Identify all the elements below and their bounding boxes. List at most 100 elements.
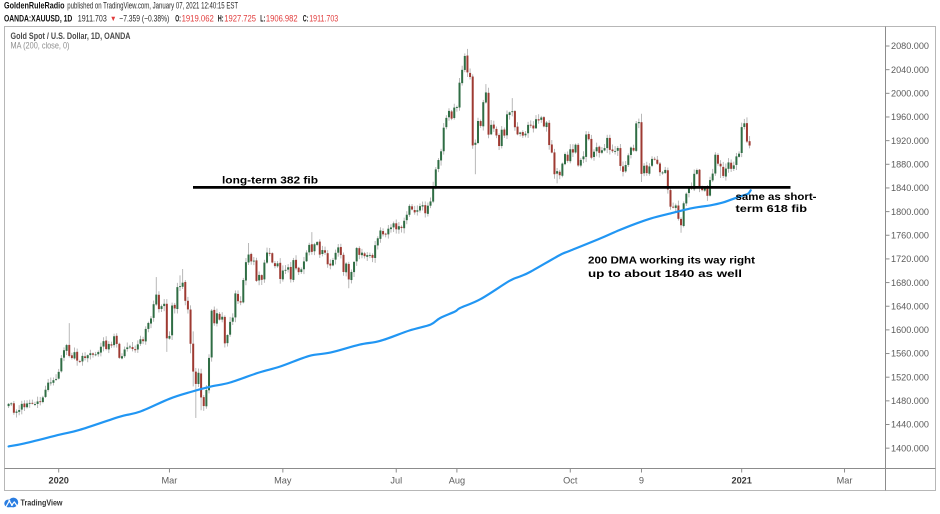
candle-body — [653, 158, 656, 160]
candle-body — [337, 247, 340, 253]
candle-body — [10, 403, 13, 405]
candle-body — [424, 205, 427, 214]
candle-body — [84, 356, 87, 358]
price-tick-label: 1920.000 — [891, 136, 929, 146]
candle-body — [561, 163, 564, 176]
tradingview-attribution[interactable]: TradingView — [4, 497, 63, 508]
candle-body — [62, 350, 65, 358]
candle-body — [18, 410, 21, 412]
candle-body — [698, 169, 701, 189]
time-axis[interactable]: 2020 Mar May Jul Aug Oct 9 2021 Mar — [48, 468, 853, 486]
candle-body — [49, 382, 52, 384]
price-axis[interactable]: 2080.000 2040.000 2000.000 1960.000 1920.000… — [885, 41, 930, 453]
candle-body — [329, 263, 332, 266]
candle-body — [418, 206, 421, 211]
candle-body — [682, 203, 685, 226]
chart-legend-title[interactable]: Gold Spot / U.S. Dollar, 1D, OANDA — [11, 31, 131, 42]
price-tick-label: 1640.000 — [891, 301, 929, 311]
candle-body — [637, 122, 640, 124]
ma200-path — [7, 189, 752, 448]
chart-legend-indicator[interactable]: MA (200, close, 0) — [11, 41, 70, 51]
candle-body — [202, 397, 205, 407]
candle-body — [97, 352, 100, 355]
candle-body — [627, 155, 630, 165]
candle-body — [136, 344, 139, 350]
candle-body — [347, 263, 350, 280]
candle-body — [519, 132, 522, 134]
candle-body — [316, 242, 319, 245]
candle-body — [237, 293, 240, 302]
candle-body — [255, 260, 258, 281]
candle-body — [590, 138, 593, 158]
candle-body — [73, 352, 76, 359]
price-tick-label: 1560.000 — [891, 349, 929, 359]
time-tick-label: 9 — [639, 476, 644, 486]
candle-body — [239, 301, 242, 303]
candle-body — [685, 193, 688, 204]
time-tick-label: Aug — [449, 476, 465, 486]
candle-body — [126, 347, 129, 350]
candle-body — [160, 306, 163, 309]
candle-body — [179, 286, 182, 288]
candle-body — [651, 158, 654, 166]
candle-body — [405, 214, 408, 221]
candle-body — [268, 252, 271, 254]
candle-body — [703, 188, 706, 191]
high-label: H: — [218, 14, 224, 24]
price-tick-label: 1600.000 — [891, 325, 929, 335]
candle-body — [743, 123, 746, 127]
short-term-note-line1[interactable]: same as short- — [736, 191, 818, 203]
candle-body — [231, 317, 234, 322]
candle-body — [208, 357, 211, 391]
candle-body — [474, 142, 477, 145]
fib-line-label[interactable]: long-term 382 fib — [222, 175, 318, 187]
candle-body — [564, 154, 567, 165]
candle-body — [371, 254, 374, 258]
dma-note-line2[interactable]: up to about 1840 as well — [588, 268, 742, 280]
logo-dot-peak — [8, 499, 11, 502]
candle-body — [645, 165, 648, 174]
candle-body — [284, 269, 287, 271]
candle-body — [250, 253, 253, 262]
candle-body — [505, 114, 508, 136]
chart-legend: Gold Spot / U.S. Dollar, 1D, OANDA MA (2… — [11, 31, 131, 51]
price-tick-label: 1880.000 — [891, 159, 929, 169]
candle-body — [65, 345, 68, 351]
symbol-name[interactable]: OANDA:XAUUSD, 1D — [4, 14, 73, 24]
candle-body — [331, 259, 334, 266]
time-tick-label: Mar — [837, 476, 853, 486]
candle-body — [416, 210, 419, 212]
author-name[interactable]: GoldenRuleRadio — [4, 1, 65, 11]
candlestick-series[interactable] — [7, 48, 751, 418]
candle-body — [471, 76, 474, 146]
time-tick-label: Oct — [563, 476, 578, 486]
candle-body — [603, 148, 606, 151]
dma-note-line1[interactable]: 200 DMA working its way right — [588, 255, 756, 267]
candle-body — [31, 402, 34, 404]
price-tick-label: 1760.000 — [891, 230, 929, 240]
candle-body — [648, 166, 651, 174]
candle-body — [192, 343, 195, 372]
short-term-note-line2[interactable]: term 618 fib — [736, 203, 808, 215]
candle-body — [732, 165, 735, 169]
ma200-line[interactable] — [7, 189, 752, 448]
candle-body — [585, 134, 588, 157]
candle-body — [200, 373, 203, 398]
candle-body — [571, 149, 574, 153]
time-tick-label: 2020 — [48, 476, 68, 486]
candle-body — [492, 124, 495, 129]
candle-body — [247, 254, 250, 263]
candle-body — [403, 220, 406, 229]
candle-body — [184, 281, 187, 301]
candle-body — [120, 356, 123, 359]
candle-body — [574, 144, 577, 153]
candle-body — [297, 267, 300, 273]
time-tick-label: 2021 — [731, 476, 751, 486]
candle-body — [548, 122, 551, 146]
candle-body — [55, 378, 58, 380]
chart-frame — [4, 26, 936, 491]
candle-body — [324, 250, 327, 253]
candle-body — [579, 159, 582, 166]
candle-body — [379, 230, 382, 239]
candle-body — [99, 346, 102, 353]
